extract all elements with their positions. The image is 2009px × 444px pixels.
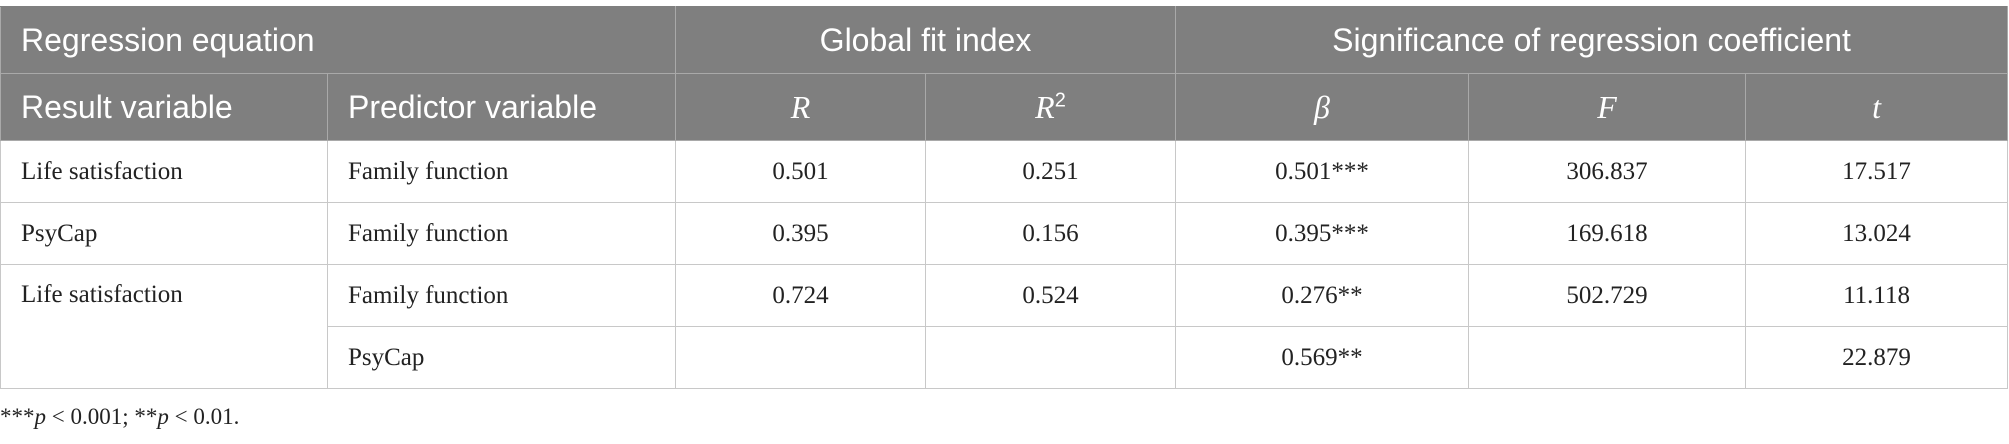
empty-cell [1468, 326, 1747, 389]
column-header-row: Result variable Predictor variable R R2 … [0, 73, 2009, 141]
table-row: PsyCap Family function 0.395 0.156 0.395… [0, 202, 2009, 265]
cell: 11.118 [1745, 264, 2009, 327]
cell: 0.501 [675, 140, 926, 203]
footnote-text: < 0.001; ** [46, 404, 158, 429]
cell: Family function [327, 264, 676, 327]
cell: 0.276** [1175, 264, 1470, 327]
empty-cell [675, 326, 926, 389]
table-row: Life satisfaction Family function 0.501 … [0, 140, 2009, 203]
cell: PsyCap [0, 202, 328, 265]
cell: Life satisfaction [0, 140, 328, 203]
column-header: β [1175, 73, 1470, 141]
cell: 0.395 [675, 202, 926, 265]
column-header: R [675, 73, 926, 141]
group-header: Global fit index [674, 6, 1177, 74]
cell: Life satisfaction [0, 264, 328, 389]
cell: 0.724 [675, 264, 926, 327]
cell: 0.251 [924, 140, 1177, 203]
column-header-text: β [1314, 88, 1330, 125]
superscript: 2 [1054, 88, 1066, 111]
cell: 0.156 [924, 202, 1177, 265]
table-row: PsyCap 0.569** 22.879 [1, 326, 2009, 389]
cell: 0.501*** [1175, 140, 1470, 203]
cell: 0.395*** [1175, 202, 1470, 265]
group-header: Significance of regression coefficient [1175, 6, 2009, 74]
regression-table: Regression equation Global fit index Sig… [0, 6, 2009, 389]
cell: 306.837 [1468, 140, 1747, 203]
cell: 22.879 [1745, 326, 2009, 389]
group-header-row: Regression equation Global fit index Sig… [0, 6, 2009, 74]
column-header: R2 [924, 73, 1177, 141]
column-header: F [1468, 73, 1747, 141]
column-header-text: R [790, 88, 811, 125]
cell: 502.729 [1468, 264, 1747, 327]
footnote-text: p [157, 404, 169, 429]
footnote-text: < 0.01. [168, 404, 240, 429]
cell: 0.569** [1175, 326, 1470, 389]
group-header: Regression equation [0, 6, 676, 74]
footnote-text: *** [0, 404, 35, 429]
cell: PsyCap [327, 326, 676, 389]
cell: Family function [327, 140, 676, 203]
cell: Family function [327, 202, 676, 265]
cell: 0.524 [924, 264, 1177, 327]
column-header: Predictor variable [327, 73, 676, 141]
cell: 13.024 [1745, 202, 2009, 265]
column-header: t [1745, 73, 2009, 141]
column-header: Result variable [0, 73, 328, 141]
column-header-text: F [1597, 88, 1617, 125]
empty-cell [924, 326, 1177, 389]
table-row: Life satisfaction Family function 0.724 … [0, 264, 2009, 389]
column-header-text: t [1872, 88, 1881, 125]
cell: 169.618 [1468, 202, 1747, 265]
footnote: ***p < 0.001; **p < 0.01. [0, 404, 239, 430]
column-header-text: R [1035, 88, 1055, 125]
footnote-text: p [34, 404, 47, 429]
cell: 17.517 [1745, 140, 2009, 203]
